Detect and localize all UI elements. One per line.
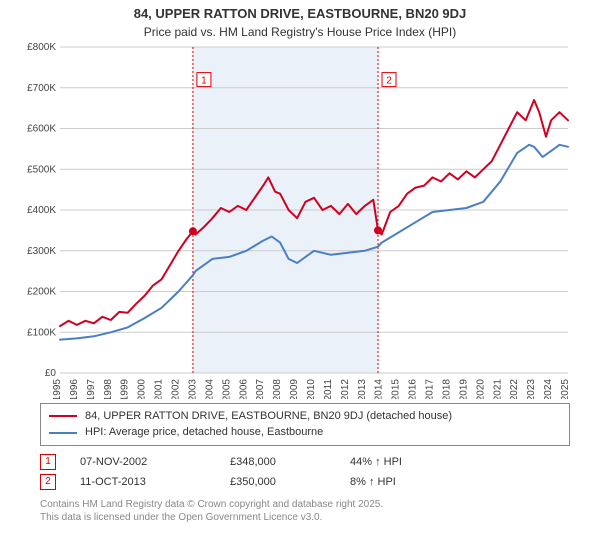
svg-text:£300K: £300K (27, 246, 56, 257)
svg-text:2023: 2023 (526, 378, 537, 398)
svg-text:2003: 2003 (187, 378, 198, 398)
sale-date: 07-NOV-2002 (80, 456, 230, 468)
svg-text:1995: 1995 (52, 378, 63, 398)
sale-row: 1 07-NOV-2002 £348,000 44% ↑ HPI (40, 452, 570, 472)
chart-title: 84, UPPER RATTON DRIVE, EASTBOURNE, BN20… (0, 0, 600, 23)
legend-label: 84, UPPER RATTON DRIVE, EASTBOURNE, BN20… (85, 408, 452, 425)
svg-text:2017: 2017 (425, 378, 436, 398)
svg-text:£0: £0 (45, 368, 57, 379)
svg-text:£500K: £500K (27, 164, 56, 175)
svg-text:1997: 1997 (86, 378, 97, 398)
svg-text:2008: 2008 (272, 378, 283, 398)
svg-text:2021: 2021 (492, 378, 503, 398)
price-chart: £0 £100K £200K £300K £400K £500K £600K £700K £80… (20, 39, 580, 399)
sale-delta: 44% ↑ HPI (350, 456, 460, 468)
svg-text:2025: 2025 (560, 378, 571, 398)
svg-text:1998: 1998 (103, 378, 114, 398)
svg-text:2013: 2013 (357, 378, 368, 398)
svg-text:2009: 2009 (289, 378, 300, 398)
sale-row: 2 11-OCT-2013 £350,000 8% ↑ HPI (40, 472, 570, 492)
legend-swatch-hpi (49, 432, 77, 434)
svg-text:1999: 1999 (120, 378, 131, 398)
sale-date: 11-OCT-2013 (80, 476, 230, 488)
svg-text:2018: 2018 (441, 378, 452, 398)
svg-text:£600K: £600K (27, 123, 56, 134)
svg-text:2002: 2002 (171, 378, 182, 398)
svg-text:£100K: £100K (27, 327, 56, 338)
svg-text:£200K: £200K (27, 286, 56, 297)
svg-text:£400K: £400K (27, 205, 56, 216)
footer: Contains HM Land Registry data © Crown c… (40, 498, 570, 524)
svg-text:2019: 2019 (458, 378, 469, 398)
sale-price: £348,000 (230, 456, 350, 468)
svg-text:2020: 2020 (475, 378, 486, 398)
legend: 84, UPPER RATTON DRIVE, EASTBOURNE, BN20… (40, 403, 570, 446)
legend-swatch-property (49, 415, 77, 417)
svg-text:£700K: £700K (27, 83, 56, 94)
sale-marker-2: 2 (40, 474, 56, 490)
svg-text:2016: 2016 (408, 378, 419, 398)
svg-text:2024: 2024 (543, 378, 554, 398)
legend-item: 84, UPPER RATTON DRIVE, EASTBOURNE, BN20… (49, 408, 561, 425)
sale-price: £350,000 (230, 476, 350, 488)
svg-text:2: 2 (386, 75, 392, 86)
sales-table: 1 07-NOV-2002 £348,000 44% ↑ HPI 2 11-OC… (40, 452, 570, 492)
svg-text:1996: 1996 (69, 378, 80, 398)
svg-text:2022: 2022 (509, 378, 520, 398)
sale-marker-1: 1 (40, 454, 56, 470)
svg-text:2014: 2014 (374, 378, 385, 398)
legend-label: HPI: Average price, detached house, East… (85, 424, 323, 441)
svg-text:2004: 2004 (204, 378, 215, 398)
footer-line2: This data is licensed under the Open Gov… (40, 511, 570, 524)
svg-text:2005: 2005 (221, 378, 232, 398)
legend-item: HPI: Average price, detached house, East… (49, 424, 561, 441)
svg-text:1: 1 (201, 75, 207, 86)
footer-line1: Contains HM Land Registry data © Crown c… (40, 498, 570, 511)
svg-text:£800K: £800K (27, 42, 56, 53)
svg-text:2000: 2000 (137, 378, 148, 398)
svg-text:2007: 2007 (255, 378, 266, 398)
svg-text:2015: 2015 (391, 378, 402, 398)
svg-text:2012: 2012 (340, 378, 351, 398)
svg-text:2010: 2010 (306, 378, 317, 398)
svg-text:2011: 2011 (323, 378, 334, 398)
svg-text:2001: 2001 (154, 378, 165, 398)
svg-text:2006: 2006 (238, 378, 249, 398)
chart-subtitle: Price paid vs. HM Land Registry's House … (0, 25, 600, 39)
sale-delta: 8% ↑ HPI (350, 476, 460, 488)
